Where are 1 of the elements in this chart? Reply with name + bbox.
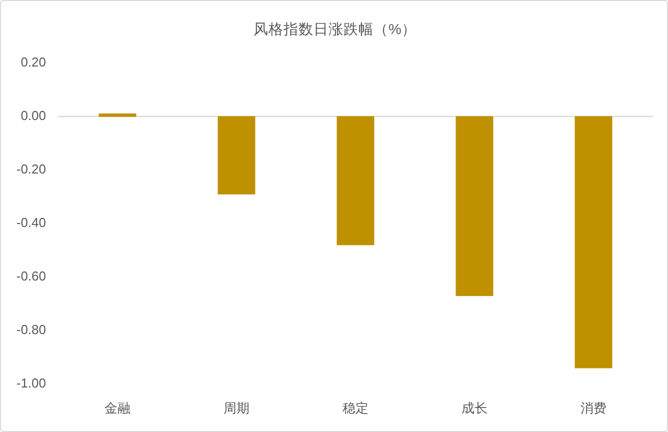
title: 风格指数日涨跌幅（%）: [254, 22, 416, 38]
